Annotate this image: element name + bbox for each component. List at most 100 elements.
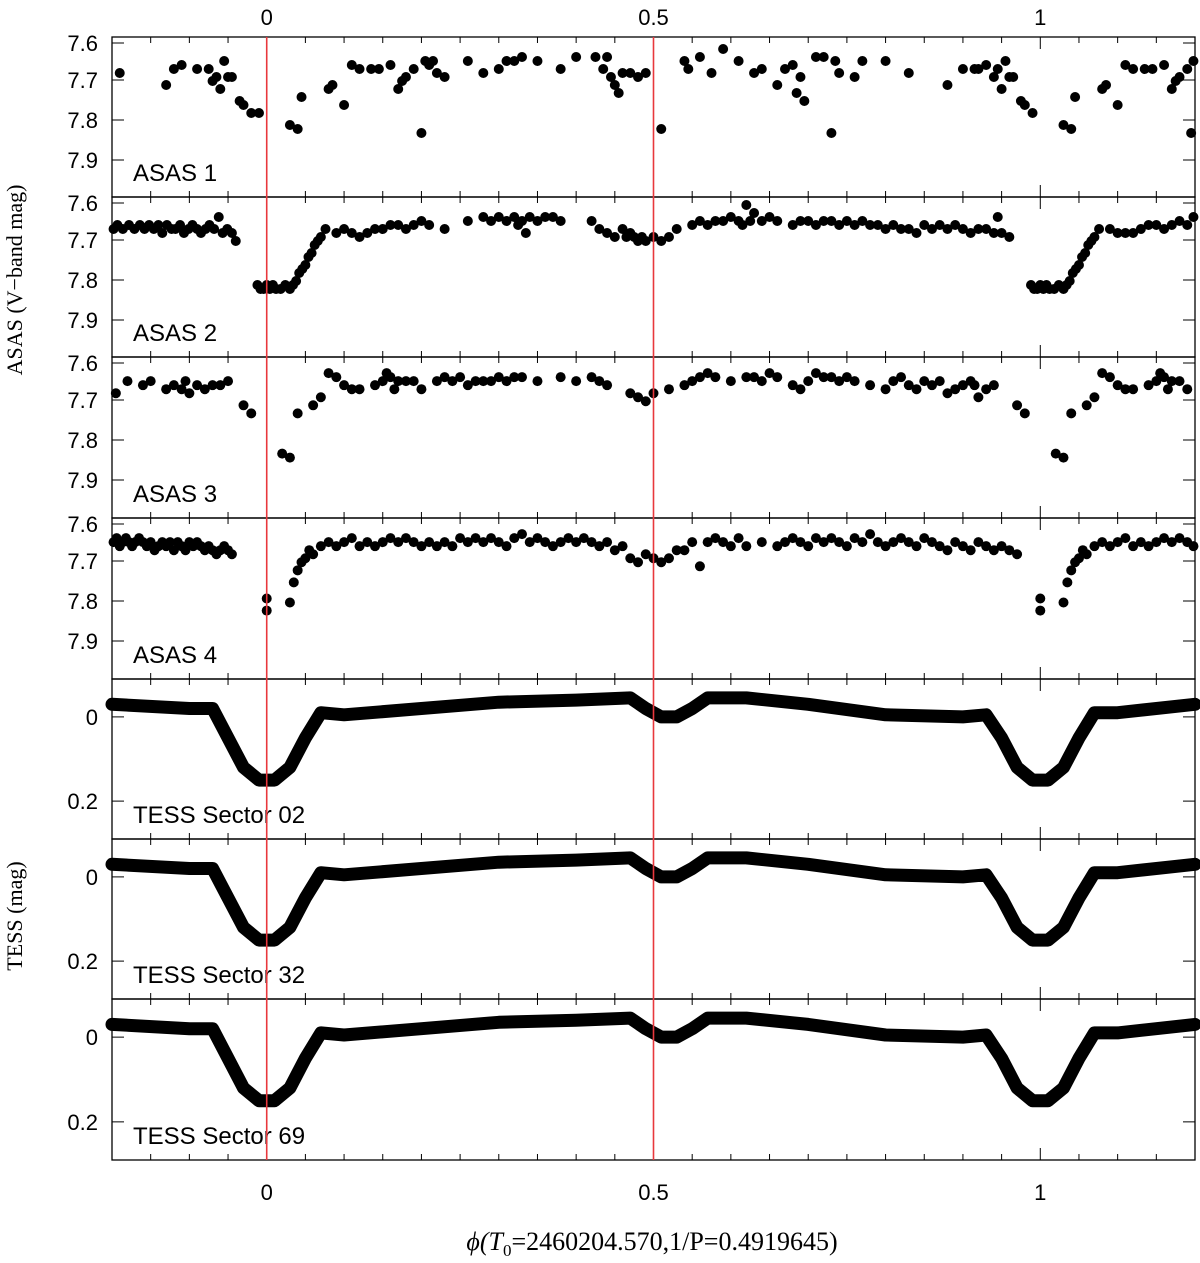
data-point: [393, 537, 404, 548]
data-point: [284, 120, 295, 130]
data-point: [493, 537, 504, 548]
data-point: [455, 372, 466, 383]
data-point: [981, 224, 992, 234]
data-point: [996, 228, 1007, 238]
data-point: [308, 549, 319, 560]
data-point: [424, 220, 435, 230]
data-point: [795, 216, 806, 226]
data-point: [238, 400, 249, 411]
data-point: [810, 220, 821, 230]
data-point: [1058, 597, 1069, 608]
data-point: [219, 56, 230, 66]
data-point: [439, 72, 450, 82]
data-point: [656, 236, 667, 246]
data-point: [1104, 541, 1115, 552]
data-point: [1066, 124, 1077, 134]
data-point: [919, 533, 930, 544]
data-point: [1012, 400, 1023, 411]
data-point: [950, 537, 961, 548]
data-point: [416, 216, 427, 226]
data-point: [192, 64, 203, 74]
data-point: [613, 88, 624, 98]
data-point: [1064, 276, 1075, 286]
y-tick-label: 7.6: [67, 191, 98, 216]
data-point: [633, 392, 644, 403]
data-point: [509, 533, 520, 544]
data-point: [911, 384, 922, 395]
data-point: [408, 220, 419, 230]
data-point: [586, 372, 597, 383]
data-point: [656, 557, 667, 568]
x-tick-label-top: 0.5: [638, 5, 669, 30]
data-point: [1128, 384, 1139, 395]
data-point: [934, 376, 945, 387]
data-point: [818, 216, 829, 226]
data-point: [741, 200, 752, 210]
data-point: [609, 232, 620, 242]
data-point: [377, 224, 388, 234]
data-point: [1080, 248, 1091, 258]
x-axis-label: ϕ(T0=2460204.570,1/P=0.4919645): [466, 1227, 837, 1260]
data-point: [934, 541, 945, 552]
y-tick-label: 0.2: [67, 1110, 98, 1135]
data-point: [455, 533, 466, 544]
y-tick-label: 7.9: [67, 629, 98, 654]
data-point: [1182, 64, 1193, 74]
data-point: [246, 108, 257, 118]
data-point: [749, 372, 760, 383]
data-point: [168, 64, 179, 74]
data-point: [741, 372, 752, 383]
data-point: [903, 224, 914, 234]
data-point: [366, 64, 377, 74]
data-point: [965, 545, 976, 556]
data-point: [919, 220, 930, 230]
data-point: [431, 541, 442, 552]
x-axis: 0 0 0.5 0.5 1 1: [261, 5, 1047, 1205]
data-point: [284, 597, 295, 608]
data-point: [687, 537, 698, 548]
data-point: [339, 100, 350, 110]
data-point: [509, 212, 520, 222]
data-point: [896, 224, 907, 234]
data-point: [841, 372, 852, 383]
data-point: [1089, 392, 1100, 403]
data-point: [926, 537, 937, 548]
data-point: [988, 228, 999, 238]
y-tick-label: 0: [86, 865, 98, 890]
data-point: [903, 68, 914, 78]
data-point: [578, 533, 589, 544]
data-point: [841, 216, 852, 226]
data-point: [478, 376, 489, 387]
data-point: [540, 212, 551, 222]
data-point: [1128, 64, 1139, 74]
data-point: [896, 372, 907, 383]
data-point: [679, 56, 690, 66]
data-point: [756, 216, 767, 226]
data-point: [795, 384, 806, 395]
data-point: [880, 384, 891, 395]
data-point: [1166, 220, 1177, 230]
y-axis-label-tess: TESS (mag): [2, 861, 27, 970]
data-point: [1120, 533, 1131, 544]
data-point: [625, 388, 636, 399]
data-point: [524, 537, 535, 548]
data-point: [1101, 80, 1112, 90]
y-tick-label: 0.2: [67, 789, 98, 814]
data-point: [1089, 232, 1100, 242]
data-point: [291, 276, 302, 286]
data-point: [168, 380, 179, 391]
data-point: [1120, 384, 1131, 395]
data-point: [702, 220, 713, 230]
data-point: [1143, 220, 1154, 230]
data-point: [1058, 452, 1069, 463]
data-point: [617, 224, 628, 234]
y-tick-label: 7.7: [67, 549, 98, 574]
data-point: [1027, 108, 1038, 118]
data-point: [462, 537, 473, 548]
data-point: [1159, 60, 1170, 70]
data-point: [509, 56, 520, 66]
data-point: [772, 216, 783, 226]
panel-label: ASAS 1: [133, 160, 217, 187]
data-point: [292, 124, 303, 134]
data-point: [362, 537, 373, 548]
